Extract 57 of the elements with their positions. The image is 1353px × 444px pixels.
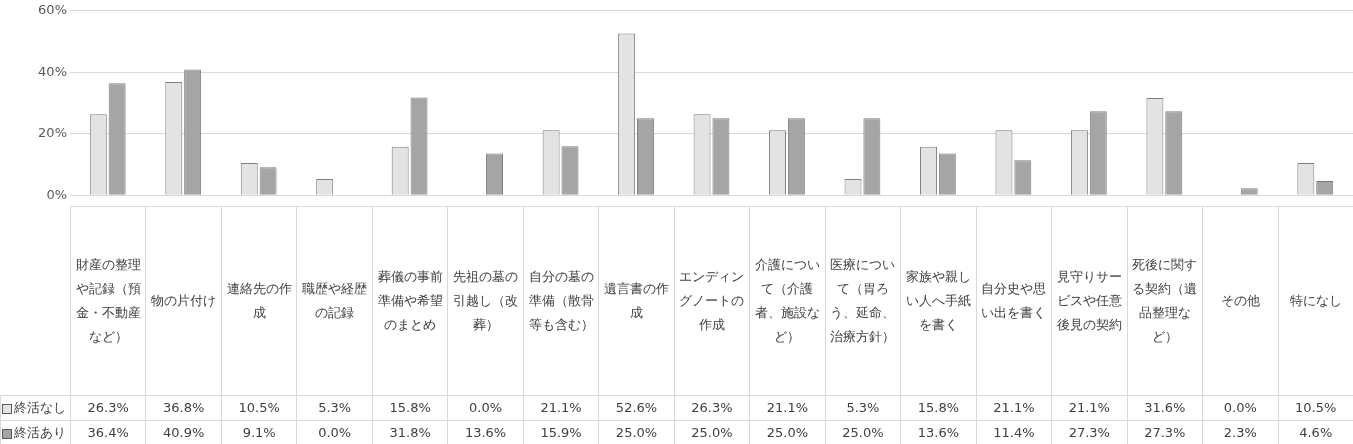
x-tick-label: 職歴や経歴の記録 [296,206,373,396]
x-tick-label: 連絡先の作成 [221,206,297,396]
data-label: 36.8% [145,395,222,421]
x-tick-label: 葬儀の事前準備や希望のまとめ [372,206,448,396]
x-tick-label: 特になし [1278,206,1353,396]
data-label: 21.1% [976,395,1052,421]
x-tick-label: 死後に関する契約（遺品整理など） [1127,206,1203,396]
x-tick-label: 家族や親しい人へ手紙を書く [900,206,977,396]
data-label: 21.1% [1051,395,1128,421]
data-label: 21.1% [523,395,599,421]
x-tick-label: 財産の整理や記録（預金・不動産など） [70,206,146,396]
data-label: 2.3% [1202,420,1278,444]
x-tick-label: 先祖の墓の引越し（改葬） [447,206,524,396]
data-label: 5.3% [825,395,901,421]
data-label: 13.6% [900,420,977,444]
data-label: 21.1% [749,395,826,421]
data-label: 9.1% [221,420,297,444]
legend-label: 終活なし [14,400,66,415]
y-tick-label: 40% [38,63,67,79]
data-label: 25.0% [749,420,826,444]
data-label: 25.0% [598,420,675,444]
data-label: 5.3% [296,395,373,421]
x-tick-label: エンディングノートの作成 [674,206,750,396]
x-tick-label: 介護について（介護者、施設など） [749,206,826,396]
data-label: 10.5% [221,395,297,421]
data-label: 15.8% [372,395,448,421]
x-tick-label: 見守りサービスや任意後見の契約 [1051,206,1128,396]
data-label: 26.3% [674,395,750,421]
data-label: 0.0% [296,420,373,444]
data-label: 26.3% [70,395,146,421]
x-tick-label: 遺言書の作成 [598,206,675,396]
data-label: 40.9% [145,420,222,444]
x-tick-label: 医療について（胃ろう、延命、治療方針） [825,206,901,396]
data-label: 11.4% [976,420,1052,444]
data-label: 13.6% [447,420,524,444]
data-label: 31.8% [372,420,448,444]
data-label: 0.0% [1202,395,1278,421]
x-tick-label: 自分の墓の準備（散骨等も含む） [523,206,599,396]
data-label: 36.4% [70,420,146,444]
data-label: 15.9% [523,420,599,444]
x-tick-label: 自分史や思い出を書く [976,206,1052,396]
data-label: 25.0% [825,420,901,444]
data-label: 27.3% [1051,420,1128,444]
data-label: 27.3% [1127,420,1203,444]
y-tick-label: 0% [46,186,67,202]
data-label: 4.6% [1278,420,1353,444]
data-label: 25.0% [674,420,750,444]
x-tick-label: その他 [1202,206,1278,396]
y-tick-label: 60% [38,2,67,18]
data-label: 15.8% [900,395,977,421]
data-label: 52.6% [598,395,675,421]
y-tick-label: 20% [38,125,67,141]
data-label: 0.0% [447,395,524,421]
x-tick-label: 物の片付け [145,206,222,396]
data-label: 31.6% [1127,395,1203,421]
data-label: 10.5% [1278,395,1353,421]
legend-label: 終活あり [14,425,66,440]
